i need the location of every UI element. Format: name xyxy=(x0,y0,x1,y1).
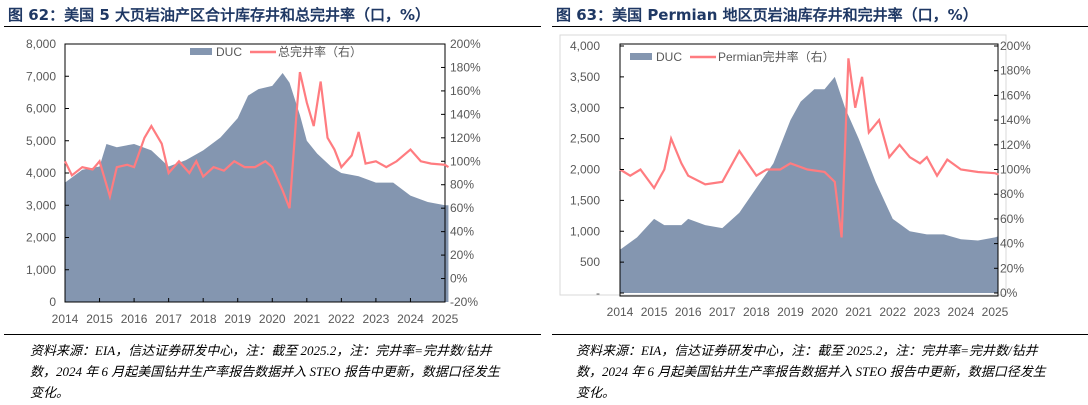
y2-tick-label: 100% xyxy=(1000,163,1031,177)
y-tick-label: 2,000 xyxy=(570,163,600,177)
y-tick-label: 4,000 xyxy=(570,39,600,53)
duc-area-series xyxy=(620,76,999,293)
x-tick-label: 2018 xyxy=(743,305,770,319)
y-tick-label: 6,000 xyxy=(26,102,56,116)
chart-title-62: 图 62：美国 5 大页岩油产区合计库存井和总完井率（口，%） xyxy=(8,6,431,24)
x-tick-label: 2024 xyxy=(948,305,975,319)
x-tick-label: 2020 xyxy=(259,312,286,326)
title-divider xyxy=(552,26,1088,27)
y2-tick-label: 100% xyxy=(450,154,481,168)
y2-tick-label: 40% xyxy=(1000,237,1024,251)
y-tick-label: 3,000 xyxy=(26,198,56,212)
legend-label-duc: DUC xyxy=(656,50,682,64)
x-tick-label: 2023 xyxy=(913,305,940,319)
legend-label-duc: DUC xyxy=(216,45,242,59)
completion-rate-line-series xyxy=(64,71,450,209)
y2-tick-label: 180% xyxy=(450,60,481,74)
x-tick-label: 2023 xyxy=(363,312,390,326)
y-tick-label: 2,000 xyxy=(26,231,56,245)
y2-tick-label: 0% xyxy=(1000,286,1018,300)
x-tick-label: 2014 xyxy=(52,312,79,326)
y2-tick-label: 140% xyxy=(450,107,481,121)
x-tick-label: 2016 xyxy=(121,312,148,326)
x-tick-label: 2018 xyxy=(190,312,217,326)
x-tick-label: 2022 xyxy=(879,305,906,319)
duc-area-series xyxy=(65,73,449,303)
y2-tick-label: 60% xyxy=(1000,212,1024,226)
x-tick-label: 2020 xyxy=(811,305,838,319)
x-tick-label: 2025 xyxy=(982,305,1009,319)
source-divider xyxy=(4,334,541,335)
y2-tick-label: 80% xyxy=(1000,187,1024,201)
y-tick-label: 8,000 xyxy=(26,37,56,51)
x-tick-label: 2022 xyxy=(328,312,355,326)
source-divider xyxy=(552,334,1088,335)
x-tick-label: 2017 xyxy=(709,305,736,319)
source-note-63: 资料来源：EIA，信达证券研发中心，注：截至 2025.2，注：完井率=完井数/… xyxy=(576,343,1046,400)
x-tick-label: 2017 xyxy=(155,312,182,326)
x-tick-label: 2024 xyxy=(397,312,424,326)
chart-63: - 500 1,000 1,500 2,000 2,500 3,000 3,500 4,000 0… xyxy=(559,34,1031,319)
x-tick-label: 2019 xyxy=(224,312,251,326)
x-tick-label: 2014 xyxy=(607,305,634,319)
chart-title-63: 图 63：美国 Permian 地区页岩油库存井和完井率（口，%） xyxy=(556,6,978,24)
y-tick-label: 2,500 xyxy=(570,132,600,146)
y2-tick-label: -20% xyxy=(450,295,478,309)
y2-tick-label: 20% xyxy=(450,248,474,262)
y-tick-label: 7,000 xyxy=(26,69,56,83)
x-tick-label: 2016 xyxy=(675,305,702,319)
y2-tick-label: 120% xyxy=(450,131,481,145)
y2-tick-label: 180% xyxy=(1000,64,1031,78)
x-tick-label: 2015 xyxy=(641,305,668,319)
y2-tick-label: 20% xyxy=(1000,261,1024,275)
y2-tick-label: 80% xyxy=(450,178,474,192)
y-tick-label: 0 xyxy=(49,295,56,309)
x-tick-label: 2021 xyxy=(845,305,872,319)
chart-62: 0 1,000 2,000 3,000 4,000 5,000 6,000 7,000 8,00… xyxy=(26,37,481,326)
y2-tick-label: 0% xyxy=(450,272,468,286)
y2-tick-label: 160% xyxy=(1000,88,1031,102)
x-tick-label: 2021 xyxy=(293,312,320,326)
y2-tick-label: 200% xyxy=(1000,39,1031,53)
y-tick-label: 1,000 xyxy=(26,263,56,277)
completion-rate-line-series xyxy=(619,58,999,238)
y-tick-label: 5,000 xyxy=(26,134,56,148)
x-tick-label: 2019 xyxy=(777,305,804,319)
y-tick-label: - xyxy=(596,286,600,300)
legend-swatch-duc xyxy=(190,48,212,55)
y2-tick-label: 200% xyxy=(450,37,481,51)
y2-tick-label: 40% xyxy=(450,225,474,239)
chart-frame xyxy=(559,34,1007,296)
y-tick-label: 4,000 xyxy=(26,166,56,180)
y2-tick-label: 60% xyxy=(450,201,474,215)
y2-tick-label: 120% xyxy=(1000,138,1031,152)
x-tick-label: 2025 xyxy=(432,312,459,326)
legend-label-rate: Permian完井率（右） xyxy=(718,49,835,64)
y-tick-label: 1,000 xyxy=(570,224,600,238)
y-tick-label: 1,500 xyxy=(570,193,600,207)
y-tick-label: 3,000 xyxy=(570,101,600,115)
source-note-62: 资料来源：EIA，信达证券研发中心，注：截至 2025.2，注：完井率=完井数/… xyxy=(30,343,500,400)
y-tick-label: 3,500 xyxy=(570,70,600,84)
x-tick-label: 2015 xyxy=(86,312,113,326)
title-divider xyxy=(4,26,541,27)
legend-label-rate: 总完井率（右） xyxy=(278,44,362,59)
y2-tick-label: 140% xyxy=(1000,113,1031,127)
legend-swatch-duc xyxy=(630,53,652,60)
y2-tick-label: 160% xyxy=(450,84,481,98)
y-tick-label: 500 xyxy=(580,255,600,269)
